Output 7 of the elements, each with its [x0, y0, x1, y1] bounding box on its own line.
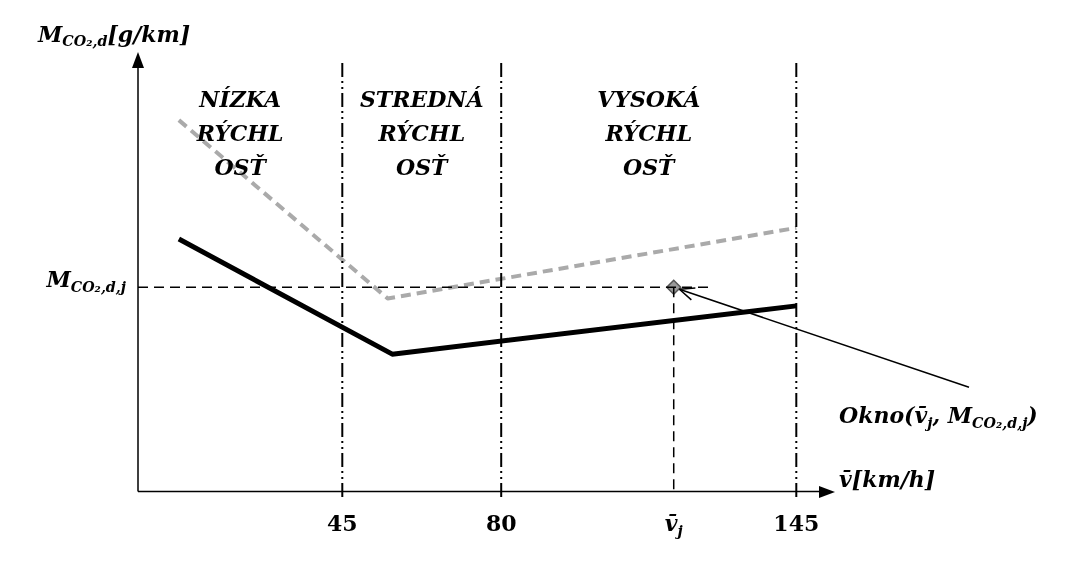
annotation: STREDNÁ RÝCHL OSŤ [359, 85, 484, 180]
annotation: NÍZKA RÝCHL OSŤ [195, 85, 284, 180]
x-tick-label: 80 [485, 509, 517, 536]
annotation: VYSOKÁ RÝCHL OSŤ [597, 85, 701, 180]
x-tick-label: 45 [326, 509, 358, 536]
x-axis-title: v̄[km/h] [839, 466, 936, 493]
x-tick-label: 145 [773, 509, 820, 536]
